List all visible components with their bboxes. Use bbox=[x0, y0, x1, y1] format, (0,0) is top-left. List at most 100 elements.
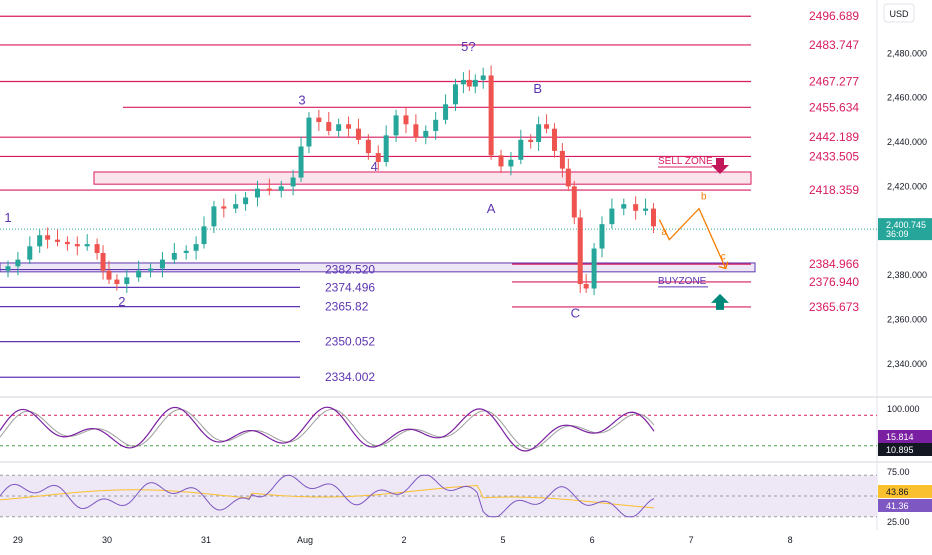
rsi-value-label: 41.36 bbox=[886, 501, 909, 511]
resistance-level-label: 2384.966 bbox=[809, 257, 859, 271]
time-axis-label: 5 bbox=[500, 535, 505, 545]
candle-body bbox=[278, 186, 284, 191]
price-axis-tick: 2,460.000 bbox=[887, 93, 927, 103]
candle-body bbox=[171, 252, 177, 260]
rsi-ma-badge bbox=[878, 485, 932, 498]
candle-body bbox=[393, 115, 399, 136]
buy-zone-box bbox=[0, 262, 756, 273]
resistance-level-label: 2496.689 bbox=[809, 9, 859, 23]
time-axis-label: 8 bbox=[788, 535, 793, 545]
projection-label: c bbox=[721, 252, 726, 263]
candle-body bbox=[433, 119, 439, 131]
wave-label: A bbox=[487, 201, 496, 216]
candles-layer bbox=[5, 65, 656, 296]
zones-layer bbox=[0, 171, 756, 273]
support-level-label: 2334.002 bbox=[325, 370, 375, 384]
candle-body bbox=[551, 128, 557, 151]
candle-body bbox=[211, 206, 217, 227]
candle-body bbox=[559, 150, 565, 169]
candle-body bbox=[148, 268, 154, 271]
stochastic-pane: 100.000 15.814 10.895 bbox=[0, 404, 932, 456]
support-level-label: 2374.496 bbox=[325, 280, 375, 294]
candle-body bbox=[518, 139, 524, 160]
candle-body bbox=[326, 122, 332, 131]
candle-body bbox=[266, 188, 272, 191]
resistance-level-label: 2442.189 bbox=[809, 130, 859, 144]
resistance-level-label: 2455.634 bbox=[809, 100, 859, 114]
candle-body bbox=[183, 250, 189, 253]
candle-body bbox=[201, 226, 207, 245]
candle-body bbox=[254, 188, 260, 198]
candle-body bbox=[136, 270, 142, 278]
candle-body bbox=[114, 279, 120, 285]
current-price-label: 2,400.745 bbox=[886, 220, 926, 230]
wave-label: B bbox=[533, 81, 542, 96]
candle-body bbox=[544, 124, 550, 129]
time-axis-label: 2 bbox=[401, 535, 406, 545]
candle-body bbox=[488, 75, 494, 156]
price-axis-tick: 2,360.000 bbox=[887, 315, 927, 325]
price-axis-tick: 2,380.000 bbox=[887, 270, 927, 280]
support-level-label: 2382.520 bbox=[325, 263, 375, 277]
candle-body bbox=[64, 241, 70, 245]
candle-body bbox=[528, 139, 534, 143]
candle-body bbox=[336, 124, 342, 131]
projection-path bbox=[658, 207, 727, 269]
candle-body bbox=[316, 117, 322, 123]
candle-body bbox=[193, 244, 199, 251]
candle-body bbox=[536, 124, 542, 143]
candle-body bbox=[443, 104, 449, 120]
axes-layer: 2,480.000 2,460.000 2,440.000 2,420.000 2,38… bbox=[13, 48, 932, 545]
time-axis-label: 31 bbox=[201, 535, 211, 545]
candle-body bbox=[45, 235, 51, 240]
price-axis-tick: 2,340.000 bbox=[887, 359, 927, 369]
sell-down-arrow-icon bbox=[711, 157, 729, 174]
candle-body bbox=[599, 224, 605, 249]
candle-body bbox=[609, 208, 615, 225]
support-level-label: 2350.052 bbox=[325, 335, 375, 349]
candle-body bbox=[583, 284, 589, 289]
currency-badge[interactable] bbox=[883, 3, 915, 23]
candle-body bbox=[27, 246, 33, 260]
rsi-pane: 75.00 43.86 41.36 25.00 bbox=[0, 467, 932, 527]
candle-body bbox=[37, 235, 43, 247]
stoch-k-label: 15.814 bbox=[886, 432, 914, 442]
candle-body bbox=[221, 206, 227, 209]
wave-label: 4 bbox=[371, 159, 378, 174]
annotations-layer: 1 2 3 4 5? A B C SELL ZONE BUYZONE a b c bbox=[4, 39, 729, 320]
candle-body bbox=[466, 79, 472, 87]
candle-body bbox=[100, 252, 106, 271]
resistance-level-label: 2418.359 bbox=[809, 183, 859, 197]
sell-zone-box bbox=[93, 171, 752, 185]
candle-body bbox=[403, 115, 409, 125]
candle-body bbox=[565, 168, 571, 187]
time-axis-label: 7 bbox=[689, 535, 694, 545]
time-axis-label: 29 bbox=[13, 535, 23, 545]
candle-body bbox=[365, 139, 371, 154]
resistance-level-label: 2483.747 bbox=[809, 38, 859, 52]
candle-body bbox=[423, 130, 429, 138]
countdown-label: 36:09 bbox=[886, 229, 909, 239]
candle-body bbox=[577, 217, 583, 285]
candle-body bbox=[106, 270, 112, 280]
candle-body bbox=[243, 197, 249, 205]
candle-body bbox=[650, 208, 656, 227]
rsi-axis-tick: 25.00 bbox=[887, 517, 910, 527]
candle-body bbox=[346, 124, 352, 129]
stoch-k-line bbox=[0, 406, 655, 452]
candle-body bbox=[233, 204, 239, 209]
candle-body bbox=[74, 244, 80, 247]
candle-body bbox=[460, 79, 466, 85]
projection-label: a bbox=[661, 227, 667, 238]
candle-body bbox=[383, 135, 389, 162]
candle-body bbox=[633, 204, 639, 211]
candle-body bbox=[355, 128, 361, 140]
candle-body bbox=[621, 204, 627, 209]
projection-label: b bbox=[701, 192, 707, 203]
candle-body bbox=[508, 159, 514, 167]
stoch-axis-tick: 100.000 bbox=[887, 404, 920, 414]
current-price-badge bbox=[878, 218, 932, 241]
